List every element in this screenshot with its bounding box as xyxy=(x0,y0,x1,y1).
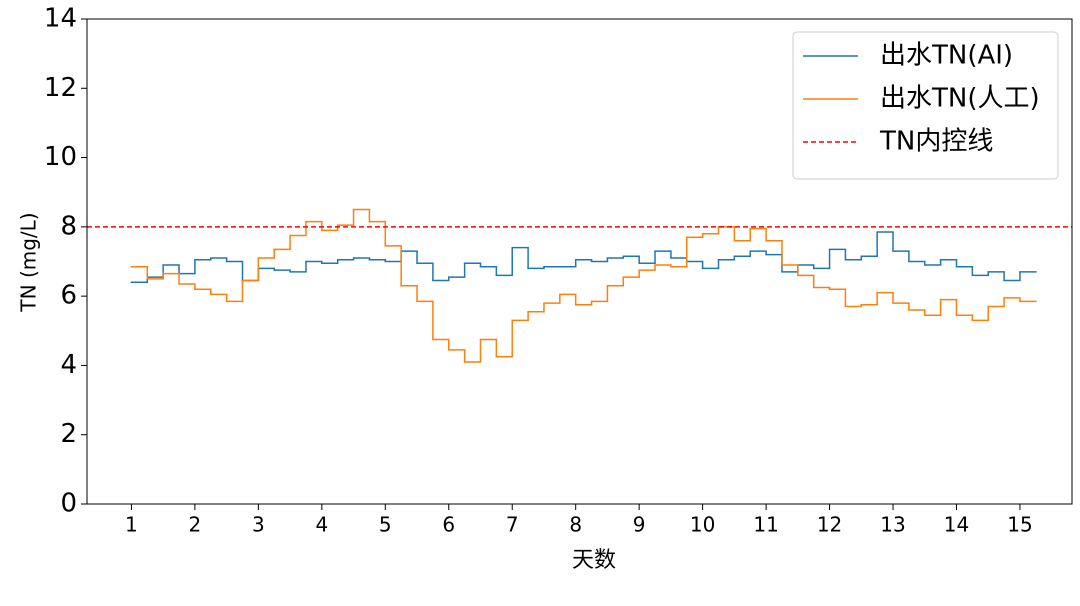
x-tick-label: 15 xyxy=(1007,513,1032,537)
x-tick-label: 13 xyxy=(880,513,905,537)
x-tick-label: 1 xyxy=(125,513,138,537)
legend-label: 出水TN(人工) xyxy=(880,84,1040,114)
y-tick-label: 0 xyxy=(60,489,77,519)
x-tick-label: 5 xyxy=(379,513,392,537)
plot-frame xyxy=(86,18,1073,505)
y-tick-label: 14 xyxy=(44,4,77,34)
x-tick-label: 7 xyxy=(506,513,519,537)
x-tick-label: 3 xyxy=(252,513,265,537)
x-tick-label: 11 xyxy=(753,513,778,537)
x-tick-label: 10 xyxy=(690,513,715,537)
x-tick-label: 9 xyxy=(633,513,646,537)
y-tick-label: 10 xyxy=(44,142,77,172)
y-tick-label: 2 xyxy=(60,419,77,449)
y-tick-label: 6 xyxy=(60,281,77,311)
y-tick-label: 4 xyxy=(60,350,77,380)
x-tick-label: 14 xyxy=(944,513,969,537)
x-tick-label: 4 xyxy=(315,513,328,537)
y-axis-label: TN (mg/L) xyxy=(17,212,41,312)
x-tick-label: 8 xyxy=(569,513,582,537)
legend-box xyxy=(792,31,1059,180)
y-tick-label: 8 xyxy=(60,211,77,241)
legend-label: 出水TN(AI) xyxy=(880,41,1013,71)
y-tick-label: 12 xyxy=(44,73,77,103)
x-axis-label: 天数 xyxy=(572,548,616,573)
legend-label: TN内控线 xyxy=(879,127,993,157)
x-tick-label: 2 xyxy=(189,513,202,537)
x-tick-label: 12 xyxy=(817,513,842,537)
x-tick-label: 6 xyxy=(442,513,455,537)
